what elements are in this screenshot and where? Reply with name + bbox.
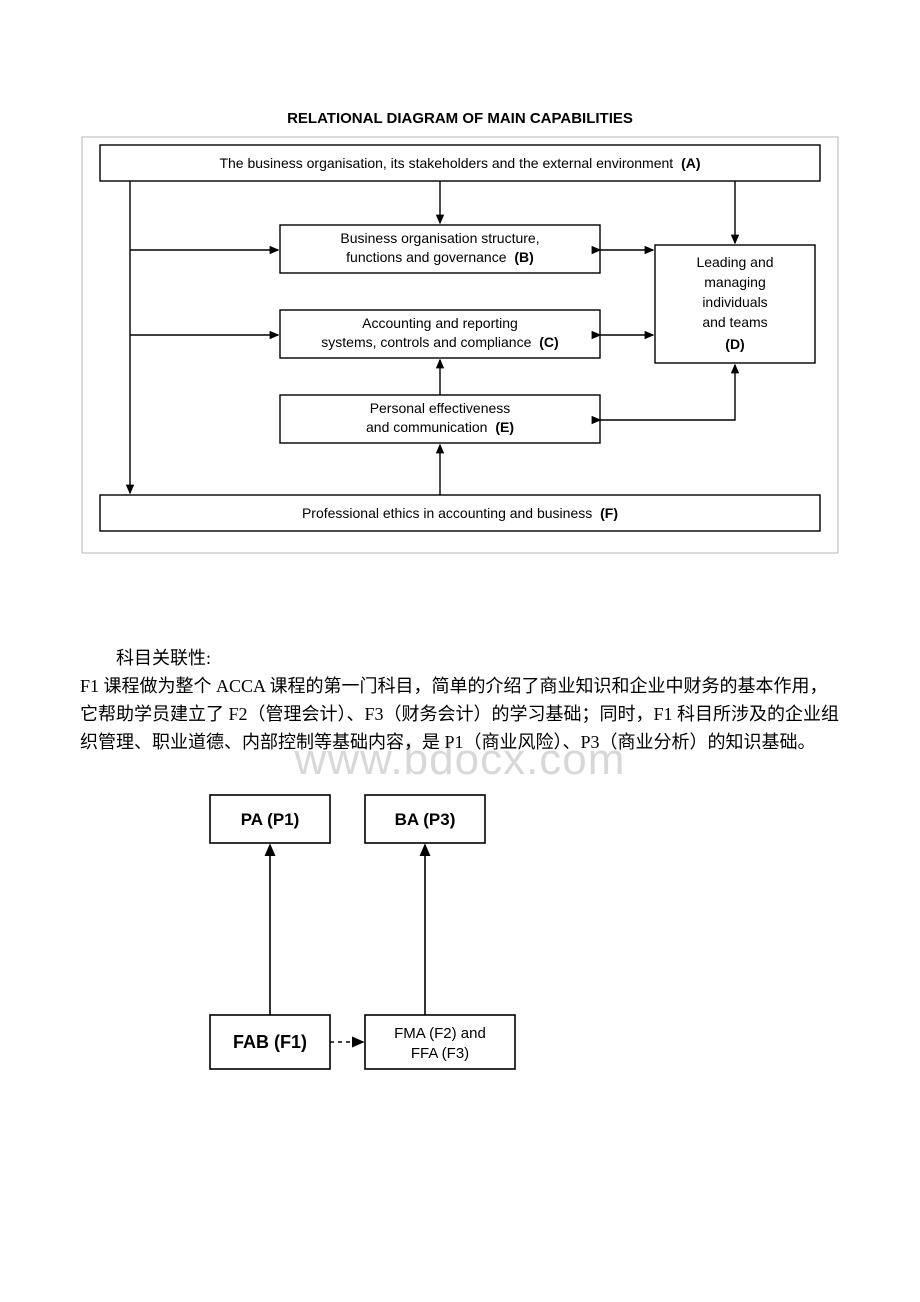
node-c: Accounting and reporting systems, contro…: [280, 310, 600, 358]
svg-text:Professional ethics in account: Professional ethics in accounting and bu…: [302, 505, 618, 521]
node-ba: BA (P3): [365, 795, 485, 843]
node-e-bold: (E): [495, 419, 514, 435]
node-fma-line1: FMA (F2) and: [394, 1025, 486, 1042]
subject-relation-diagram: PA (P1) BA (P3) FAB (F1) FMA (F2) and FF…: [190, 785, 530, 1085]
node-b: Business organisation structure, functio…: [280, 225, 600, 273]
node-fab: FAB (F1): [210, 1015, 330, 1069]
node-b-bold: (B): [514, 249, 533, 265]
node-f-bold: (F): [600, 505, 618, 521]
svg-text:systems, controls and complian: systems, controls and compliance (C): [321, 334, 558, 350]
node-c-line2: systems, controls and compliance: [321, 334, 531, 350]
body-paragraph: F1 课程做为整个 ACCA 课程的第一门科目，简单的介绍了商业知识和企业中财务…: [80, 673, 840, 757]
node-fab-label: FAB (F1): [233, 1032, 307, 1052]
node-ba-label: BA (P3): [395, 810, 456, 829]
node-d-line4: and teams: [702, 314, 767, 330]
node-b-line1: Business organisation structure,: [340, 230, 539, 246]
page: RELATIONAL DIAGRAM OF MAIN CAPABILITIES …: [0, 110, 920, 1085]
node-c-bold: (C): [539, 334, 558, 350]
node-f-text: Professional ethics in accounting and bu…: [302, 505, 592, 521]
node-pa-label: PA (P1): [241, 810, 300, 829]
node-fma: FMA (F2) and FFA (F3): [365, 1015, 515, 1069]
node-e: Personal effectiveness and communication…: [280, 395, 600, 443]
node-a: The business organisation, its stakehold…: [100, 145, 820, 181]
node-d-line2: managing: [704, 274, 766, 290]
node-e-line1: Personal effectiveness: [370, 400, 511, 416]
node-f: Professional ethics in accounting and bu…: [100, 495, 820, 531]
node-a-bold: (A): [681, 155, 700, 171]
node-c-line1: Accounting and reporting: [362, 315, 518, 331]
node-pa: PA (P1): [210, 795, 330, 843]
svg-text:functions and governance: functions and governance (B): [346, 249, 534, 265]
node-e-line2: and communication: [366, 419, 487, 435]
node-b-line2: functions and governance: [346, 249, 507, 265]
node-d-line1: Leading and: [696, 254, 773, 270]
diagram1-title: RELATIONAL DIAGRAM OF MAIN CAPABILITIES: [0, 110, 920, 127]
node-fma-line2: FFA (F3): [411, 1045, 469, 1062]
section-heading: 科目关联性:: [80, 645, 840, 673]
edge-e-d: [600, 365, 735, 420]
node-d: Leading and managing individuals and tea…: [655, 245, 815, 363]
node-d-bold: (D): [725, 336, 744, 352]
relational-diagram: The business organisation, its stakehold…: [80, 135, 840, 555]
node-a-text: The business organisation, its stakehold…: [219, 155, 673, 171]
svg-text:The business organisation, its: The business organisation, its stakehold…: [219, 155, 700, 171]
node-d-line3: individuals: [702, 294, 767, 310]
